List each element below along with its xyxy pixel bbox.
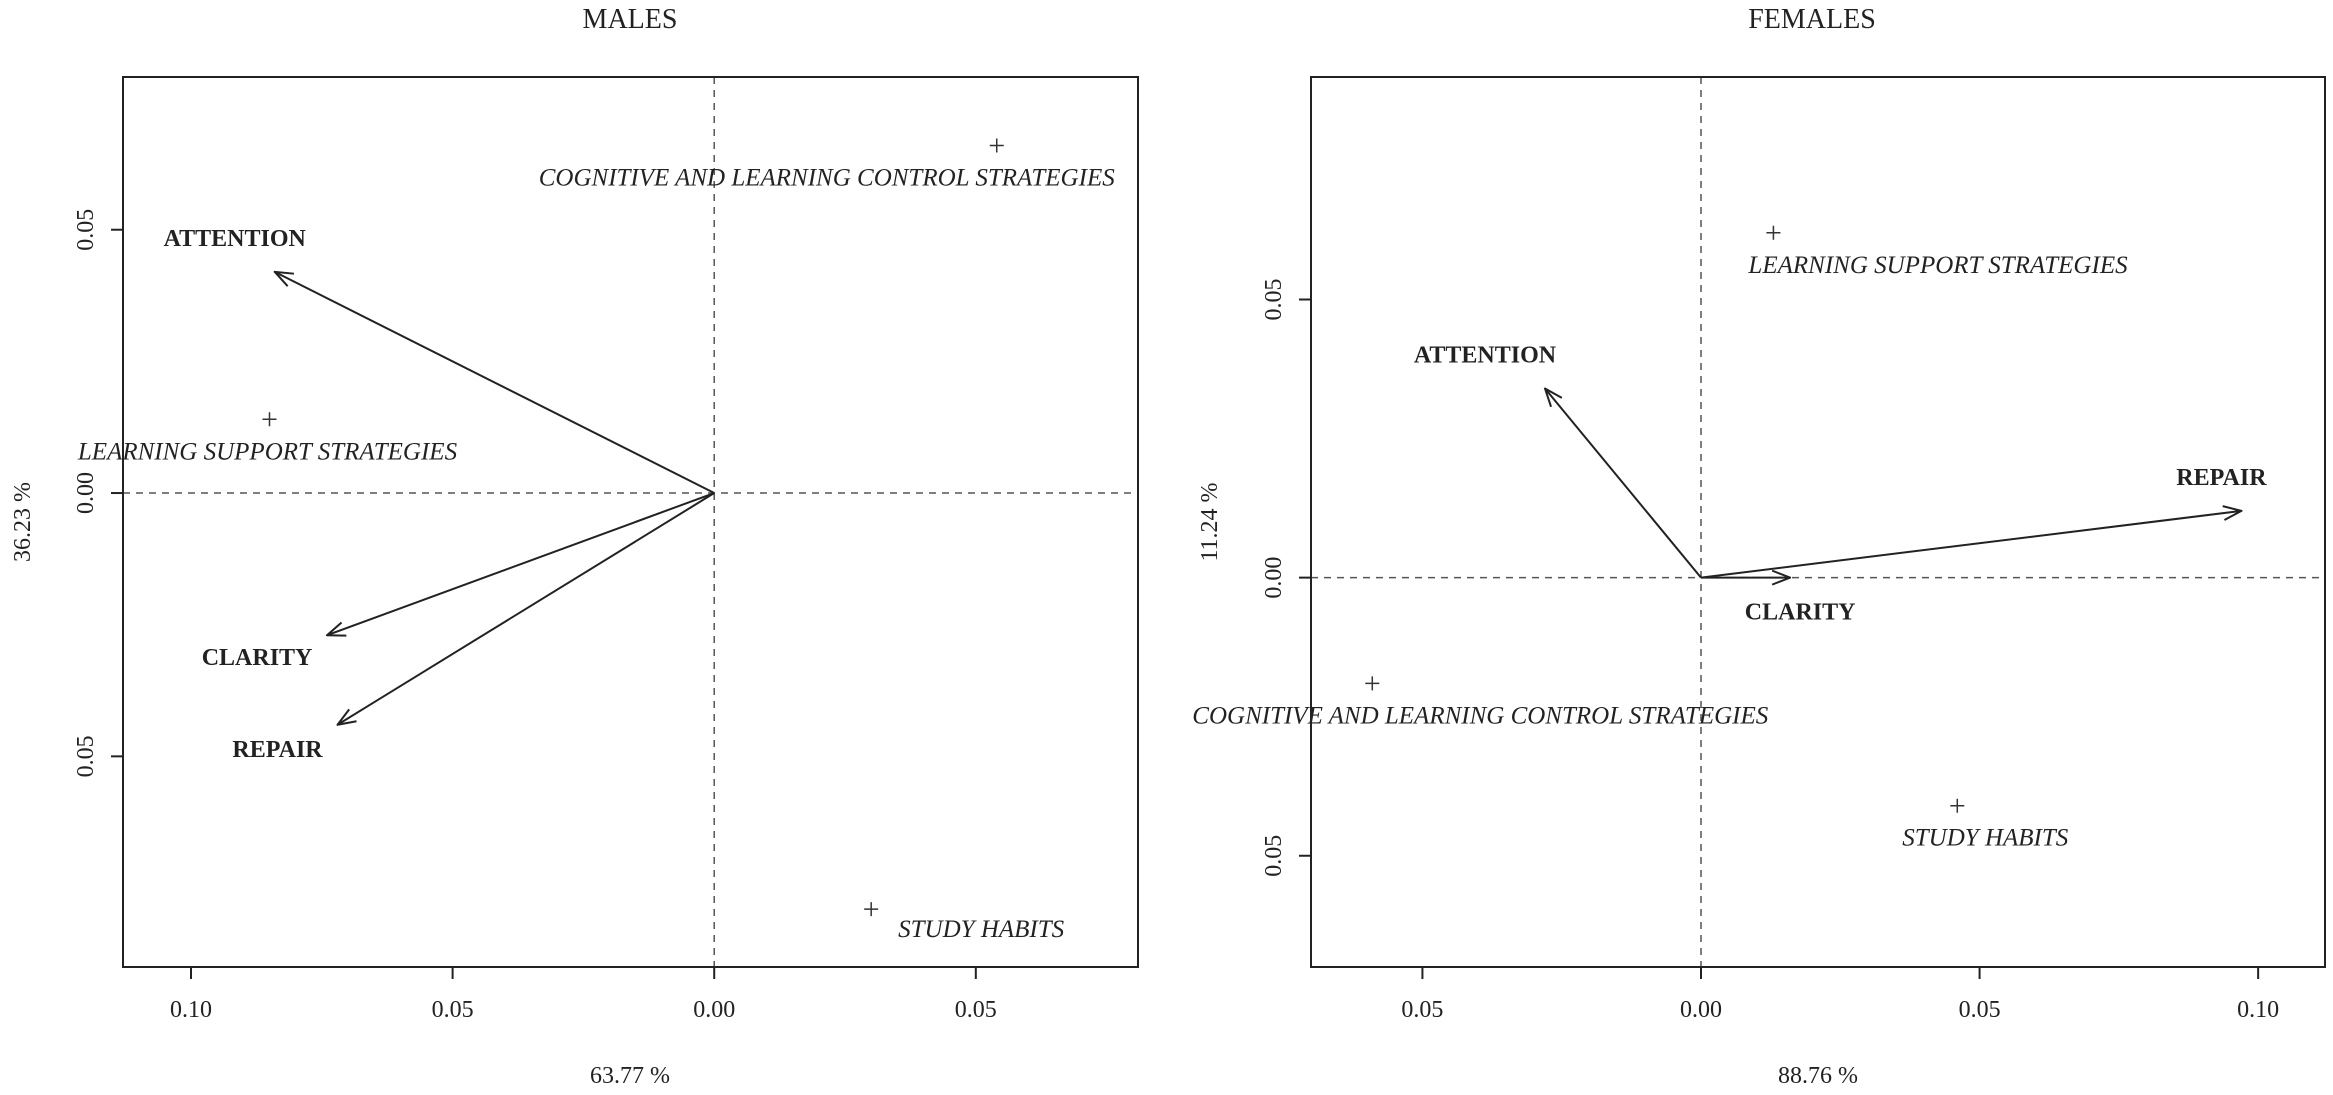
chart-title: FEMALES (1748, 4, 1876, 35)
y-tick-label: 0.00 (73, 472, 99, 514)
x-axis-label: 88.76 % (1778, 1063, 1858, 1089)
point-label: STUDY HABITS (1902, 825, 2068, 852)
females-biplot: FEMALES 88.76 % 11.24 % 0.05 0.00 0.05 0.10… (1192, 4, 2326, 1089)
y-tick-label: 0.05 (73, 209, 99, 251)
point-label: COGNITIVE AND LEARNING CONTROL STRATEGIE… (1192, 702, 1768, 729)
point-marker (262, 412, 277, 427)
vector-label: ATTENTION (164, 226, 307, 252)
vector-label: REPAIR (2176, 465, 2267, 491)
vector-label: ATTENTION (1414, 343, 1557, 369)
males-biplot: MALES 63.77 % 36.23 % 0.10 0.05 0.00 0.05 0… (10, 4, 1139, 1089)
points: COGNITIVE AND LEARNING CONTROL STRATEGIE… (77, 138, 1115, 943)
point-marker (989, 138, 1004, 153)
point-marker (1365, 676, 1380, 691)
point-marker (1950, 798, 1965, 813)
y-axis-label: 36.23 % (10, 482, 36, 562)
vector-label: REPAIR (232, 737, 323, 763)
x-tick-label: 0.05 (1401, 997, 1443, 1023)
vector-arrow-attention (275, 272, 715, 494)
plot-frame (122, 76, 1139, 968)
y-tick-label: 0.05 (73, 735, 99, 777)
y-tick-label: 0.00 (1261, 557, 1287, 599)
point-marker (864, 902, 879, 917)
x-tick-label: 0.00 (693, 997, 735, 1023)
y-axis: 0.05 0.00 0.05 (73, 209, 123, 777)
vector-arrow-repair (1700, 511, 2241, 579)
vector-label: CLARITY (202, 645, 313, 671)
x-tick-label: 0.00 (1680, 997, 1722, 1023)
point-label: LEARNING SUPPORT STRATEGIES (1747, 252, 2128, 279)
x-tick-label: 0.05 (955, 997, 997, 1023)
vector-arrow-clarity (327, 492, 715, 635)
vector-arrow-repair (338, 492, 715, 725)
x-axis-label: 63.77 % (590, 1063, 670, 1089)
x-axis: 0.10 0.05 0.00 0.05 (170, 967, 997, 1023)
point-label: STUDY HABITS (898, 916, 1064, 943)
chart-title: MALES (583, 4, 678, 35)
x-tick-label: 0.05 (1959, 997, 2001, 1023)
y-tick-label: 0.05 (1261, 835, 1287, 877)
vector-label: CLARITY (1745, 600, 1856, 626)
y-axis-label: 11.24 % (1197, 482, 1223, 561)
point-label: LEARNING SUPPORT STRATEGIES (77, 438, 458, 465)
x-tick-label: 0.05 (432, 997, 474, 1023)
vector-arrow-attention (1545, 389, 1702, 579)
vectors: ATTENTION CLARITY REPAIR (164, 226, 715, 763)
point-marker (1766, 225, 1781, 240)
y-axis: 0.05 0.00 0.05 (1261, 279, 1311, 877)
x-axis: 0.05 0.00 0.05 0.10 (1401, 967, 2279, 1023)
vectors: ATTENTION CLARITY REPAIR (1414, 343, 2267, 626)
points: LEARNING SUPPORT STRATEGIES COGNITIVE AND… (1192, 225, 2128, 852)
point-label: COGNITIVE AND LEARNING CONTROL STRATEGIE… (539, 164, 1115, 191)
x-tick-label: 0.10 (2237, 997, 2279, 1023)
y-tick-label: 0.05 (1261, 279, 1287, 321)
plot-frame (1310, 76, 2326, 968)
x-tick-label: 0.10 (170, 997, 212, 1023)
